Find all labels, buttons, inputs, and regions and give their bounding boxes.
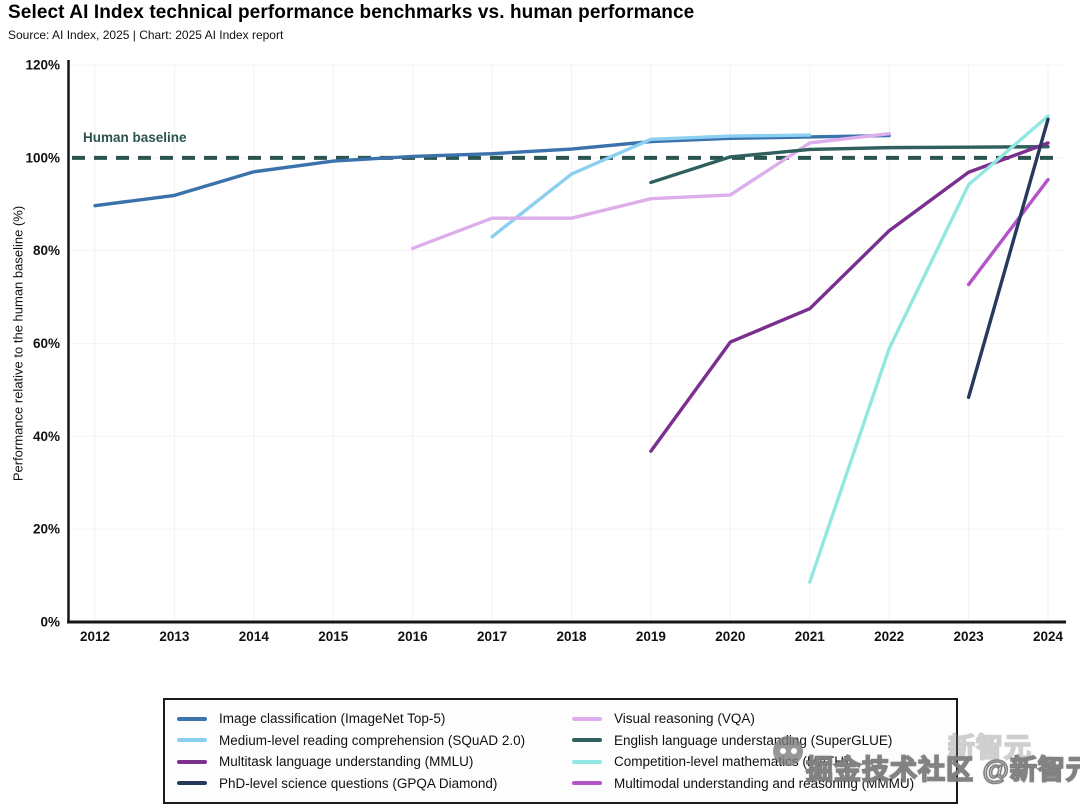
x-tick-label: 2021: [795, 629, 826, 644]
x-tick-label: 2019: [636, 629, 666, 644]
legend-label: Multimodal understanding and reasoning (…: [614, 775, 915, 791]
y-tick-label: 20%: [33, 522, 60, 537]
gpqa-line-swatch: [177, 781, 207, 786]
series-line: [966, 117, 1050, 400]
legend-label: Multitask language understanding (MMLU): [219, 754, 474, 770]
chart-source: Source: AI Index, 2025 | Chart: 2025 AI …: [8, 28, 284, 42]
x-tick-label: 2017: [477, 629, 507, 644]
series-line: [93, 133, 891, 208]
legend: Image classification (ImageNet Top-5) Me…: [163, 698, 958, 804]
ghost-eye-left: [779, 748, 786, 754]
mmmu-line-swatch: [572, 781, 602, 786]
x-tick-label: 2013: [159, 629, 190, 644]
legend-label: English language understanding (SuperGLU…: [614, 732, 893, 748]
legend-item-mmmu: Multimodal understanding and reasoning (…: [572, 773, 950, 795]
legend-label: Medium-level reading comprehension (SQuA…: [219, 732, 526, 748]
squad-line-swatch: [177, 738, 207, 743]
math-line-swatch: [572, 759, 602, 764]
x-tick-label: 2015: [318, 629, 349, 644]
x-tick-label: 2024: [1033, 629, 1064, 644]
x-tick-label: 2014: [239, 629, 270, 644]
chart-title: Select AI Index technical performance be…: [8, 2, 695, 23]
x-tick-label: 2022: [874, 629, 904, 644]
y-tick-label: 0%: [40, 615, 60, 630]
series-line: [490, 133, 812, 239]
y-tick-label: 100%: [25, 150, 60, 165]
legend-item-vqa: Visual reasoning (VQA): [572, 708, 950, 730]
series-line: [649, 141, 1050, 453]
legend-label: Image classification (ImageNet Top-5): [219, 711, 446, 727]
series-line: [410, 131, 891, 251]
vqa-line-swatch: [572, 716, 602, 721]
x-tick-label: 2016: [398, 629, 429, 644]
y-tick-label: 40%: [33, 429, 60, 444]
x-tick-label: 2023: [954, 629, 985, 644]
series-line: [808, 114, 1050, 584]
ghost-eye-right: [790, 748, 797, 754]
y-tick-label: 60%: [33, 336, 60, 351]
imagenet-line-swatch: [177, 716, 207, 721]
mmlu-line-swatch: [177, 759, 207, 764]
watermark-echo-text: 新智元: [947, 732, 1032, 764]
legend-label: Visual reasoning (VQA): [614, 711, 755, 727]
legend-item-superglue: English language understanding (SuperGLU…: [572, 730, 950, 752]
y-tick-label: 80%: [33, 243, 60, 258]
x-tick-label: 2018: [556, 629, 587, 644]
legend-item-gpqa: PhD-level science questions (GPQA Diamon…: [177, 773, 572, 795]
y-axis-label: Performance relative to the human baseli…: [10, 205, 26, 482]
series-line: [649, 144, 1050, 185]
ghost-icon: [773, 736, 803, 766]
y-tick-label: 120%: [25, 58, 60, 73]
legend-item-imagenet: Image classification (ImageNet Top-5): [177, 708, 572, 730]
superglue-line-swatch: [572, 738, 602, 743]
legend-item-squad: Medium-level reading comprehension (SQuA…: [177, 730, 572, 752]
legend-item-mmlu: Multitask language understanding (MMLU): [177, 751, 572, 773]
x-tick-label: 2020: [715, 629, 745, 644]
watermark-text: 掘金技术社区 @新智元: [805, 754, 1080, 786]
legend-label: PhD-level science questions (GPQA Diamon…: [219, 775, 498, 791]
human-baseline-label: Human baseline: [83, 130, 187, 145]
x-tick-label: 2012: [80, 629, 110, 644]
series-line: [966, 177, 1050, 287]
